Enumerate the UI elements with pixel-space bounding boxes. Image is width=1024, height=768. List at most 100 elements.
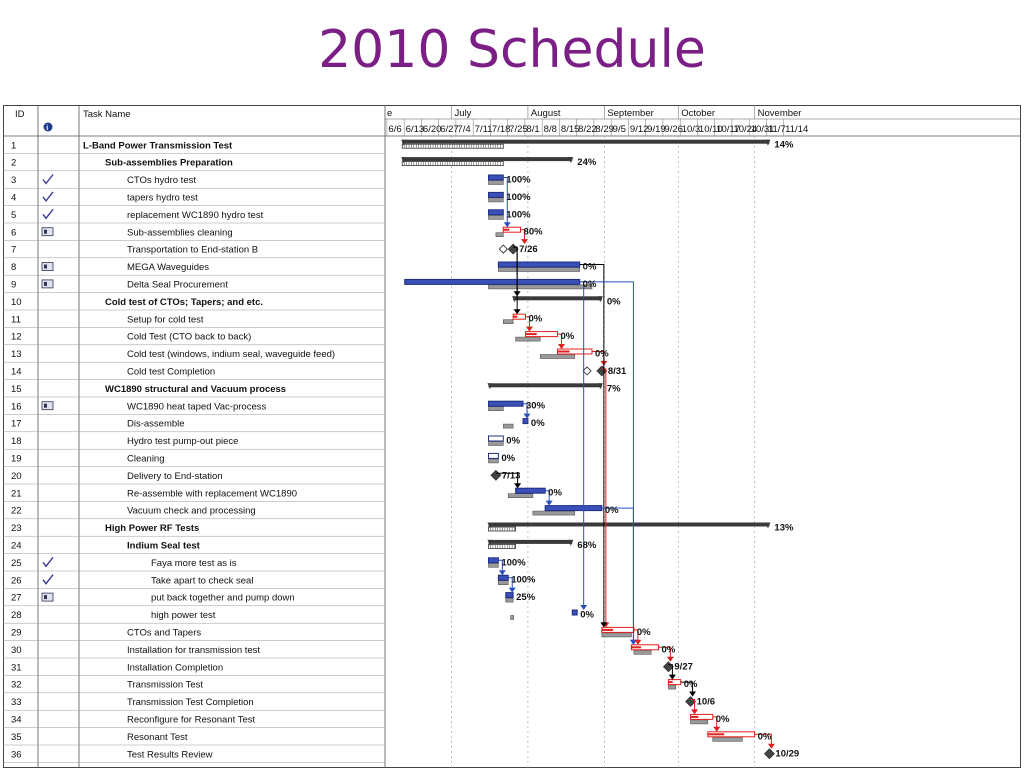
summary-bar	[402, 139, 770, 144]
summary-cap-right	[765, 139, 771, 146]
baseline-bar	[488, 562, 499, 568]
task-id: 35	[11, 732, 22, 743]
task-name: Faya more test as is	[151, 558, 237, 569]
week-label: 6/6	[388, 124, 401, 135]
month-label: November	[758, 108, 802, 119]
progress-label: 0%	[595, 349, 609, 360]
table-icon-cell	[44, 281, 47, 286]
dependency-arrow	[668, 674, 676, 680]
week-label: 11/14	[785, 124, 808, 135]
progress-label: 8/31	[608, 366, 627, 377]
task-id: 36	[11, 749, 22, 760]
dependency-arrow	[767, 743, 775, 749]
task-name: Test Results Review	[127, 749, 213, 760]
critical-progress	[690, 715, 699, 718]
table-icon-cell	[44, 595, 47, 600]
dependency-link	[557, 333, 562, 345]
dependency-link	[668, 664, 673, 676]
summary-bar	[402, 157, 573, 162]
critical-progress	[601, 628, 614, 631]
task-bar	[488, 191, 504, 198]
task-id: 27	[11, 593, 22, 604]
critical-progress	[513, 315, 518, 318]
progress-label: 0%	[758, 731, 772, 742]
dependency-link	[690, 699, 696, 711]
summary-cap-left	[512, 296, 518, 303]
table-icon-cell	[44, 264, 47, 269]
critical-progress	[668, 681, 673, 684]
dependency-arrow	[514, 483, 522, 489]
baseline-summary-bar	[401, 143, 504, 149]
task-bar	[497, 574, 509, 581]
baseline-bar	[488, 406, 504, 412]
progress-label: 0%	[528, 314, 542, 325]
progress-label: 7/13	[502, 470, 520, 481]
summary-cap-left	[487, 383, 493, 390]
dependency-arrow	[600, 622, 608, 628]
task-id: 14	[11, 367, 22, 378]
task-name: Hydro test pump-out piece	[127, 436, 238, 447]
progress-label: 100%	[506, 175, 531, 186]
task-name: Cleaning	[127, 454, 165, 465]
week-label: 6/27	[440, 124, 459, 135]
progress-label: 0%	[583, 262, 597, 273]
task-name: Installation Completion	[127, 662, 223, 673]
progress-label: 100%	[506, 209, 531, 220]
baseline-bar	[539, 354, 576, 359]
month-label: September	[607, 108, 653, 119]
task-bar	[544, 505, 603, 512]
task-bar	[505, 592, 514, 599]
table-icon-cell	[44, 229, 47, 234]
week-label: 8/8	[544, 124, 557, 135]
check-icon	[42, 208, 54, 220]
week-label: 10/10	[699, 124, 723, 135]
progress-label: 0%	[583, 279, 597, 290]
month-label: July	[455, 108, 472, 119]
progress-label: 13%	[774, 523, 794, 534]
task-id: 9	[11, 280, 16, 291]
table-row: 21 Re-assemble with replacement WC1890	[3, 488, 385, 502]
baseline-bar	[495, 232, 504, 237]
week-label: 10/31	[751, 124, 775, 135]
table-row: 7 Transportation to End-station B	[3, 245, 385, 259]
progress-label: 7/26	[519, 244, 538, 255]
progress-label: 14%	[774, 140, 794, 151]
task-id: 7	[11, 245, 16, 256]
task-name: Transportation to End-station B	[127, 245, 258, 256]
table-row: 5 replacement WC1890 hydro test	[3, 208, 385, 224]
progress-label: 9/27	[674, 662, 693, 673]
task-id: 19	[11, 454, 22, 465]
dependency-link	[601, 507, 634, 641]
task-bar	[488, 557, 499, 564]
progress-label: 100%	[506, 192, 531, 203]
task-id: 22	[11, 506, 22, 517]
dependency-link	[513, 246, 518, 311]
slide-title: 2010 Schedule	[318, 20, 706, 80]
dependency-arrow	[521, 239, 529, 245]
baseline-bar	[601, 632, 632, 638]
task-name: Cold Test (CTO back to back)	[127, 332, 251, 343]
week-label: 7/11	[475, 124, 493, 135]
baseline-summary-bar	[401, 161, 504, 166]
progress-label: 0%	[607, 296, 621, 307]
task-name: put back together and pump down	[151, 593, 295, 604]
task-id: 17	[11, 419, 22, 430]
dependency-link	[503, 177, 508, 224]
table-row: 25 Faya more test as is	[3, 556, 385, 572]
progress-label: 0%	[506, 436, 520, 447]
dependency-arrow	[689, 691, 697, 697]
task-name: replacement WC1890 hydro test	[127, 210, 264, 221]
summary-bar	[513, 296, 602, 301]
table-row: 3 CTOs hydro test	[3, 174, 385, 189]
baseline-bar	[488, 180, 504, 185]
baseline-bar	[507, 493, 534, 499]
task-id: 18	[11, 436, 22, 447]
table-row: 36 Test Results Review	[3, 749, 385, 763]
dependency-link	[525, 316, 530, 328]
baseline-summary-bar	[488, 526, 517, 532]
task-id: 1	[11, 140, 16, 151]
check-icon	[42, 191, 54, 203]
week-label: 7/18	[492, 124, 511, 135]
table-row: 32 Transmission Test	[3, 680, 385, 694]
table-icon	[41, 279, 54, 289]
